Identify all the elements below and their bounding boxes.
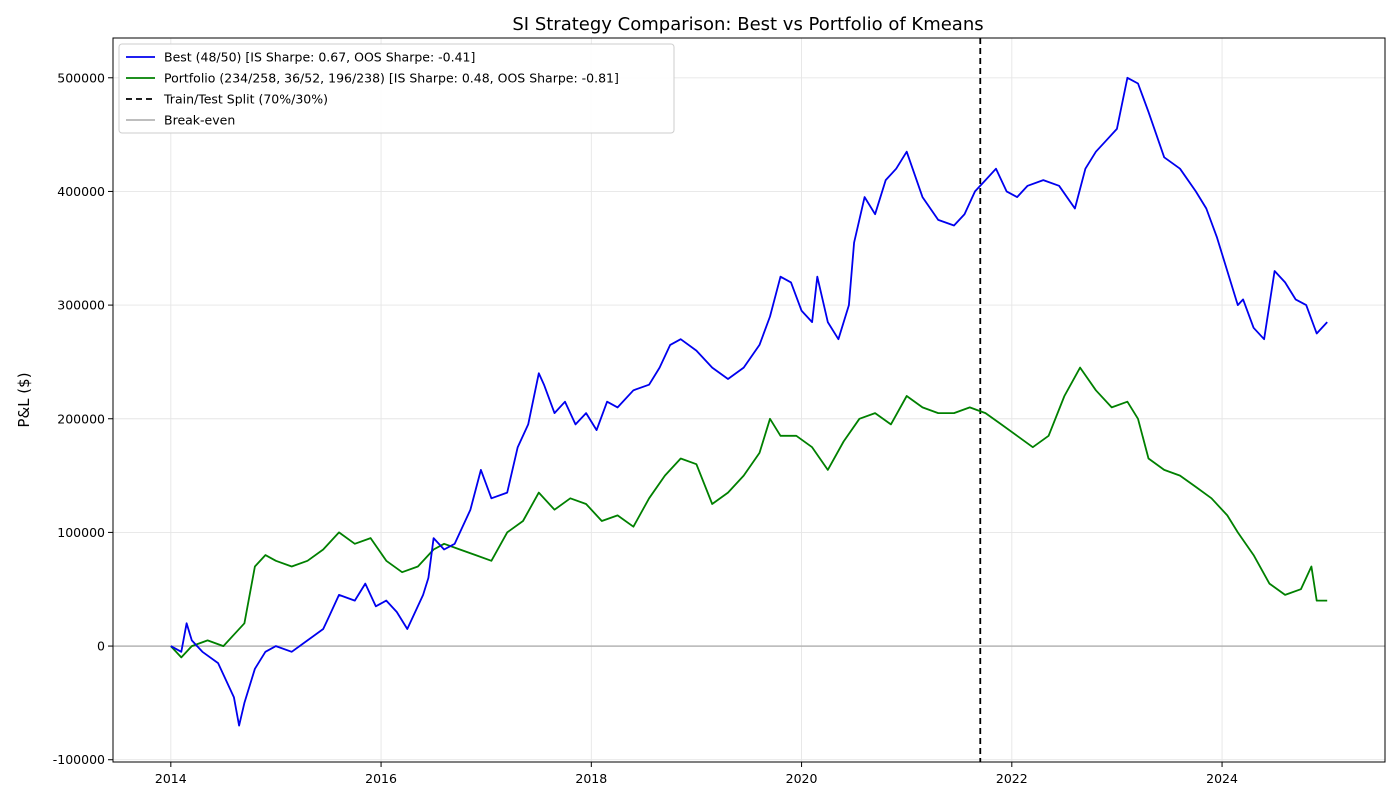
legend-label: Break-even [164, 113, 235, 128]
legend-box [118, 43, 675, 134]
y-tick-label: 300000 [57, 298, 105, 313]
x-tick-label: 2016 [365, 771, 397, 786]
x-tick-label: 2014 [155, 771, 187, 786]
plot-frame [112, 37, 1386, 763]
y-tick-label: -100000 [53, 752, 105, 767]
plot-area [113, 38, 1385, 762]
y-tick-label: 200000 [57, 411, 105, 426]
y-tick-label: 400000 [57, 184, 105, 199]
x-axis: 2014 2016 2018 2020 2022 2024 [155, 762, 1238, 786]
legend-entry-best: Best (48/50) [IS Sharpe: 0.67, OOS Sharp… [126, 50, 475, 65]
chart-title: SI Strategy Comparison: Best vs Portfoli… [512, 14, 983, 35]
legend-entry-split: Train/Test Split (70%/30%) [126, 92, 328, 107]
legend: Best (48/50) [IS Sharpe: 0.67, OOS Sharp… [118, 43, 675, 134]
legend-entry-portfolio: Portfolio (234/258, 36/52, 196/238) [IS … [126, 71, 619, 86]
legend-label: Best (48/50) [IS Sharpe: 0.67, OOS Sharp… [164, 50, 475, 65]
x-tick-label: 2024 [1206, 771, 1238, 786]
y-tick-label: 100000 [57, 525, 105, 540]
y-tick-label: 500000 [57, 70, 105, 85]
y-axis: -100000 0 100000 200000 300000 400000 500000 [53, 70, 113, 767]
y-axis-label: P&L ($) [15, 372, 33, 427]
y-tick-label: 0 [97, 639, 105, 654]
legend-entry-break-even: Break-even [126, 113, 235, 128]
x-tick-label: 2022 [996, 771, 1028, 786]
grid [113, 38, 1385, 762]
portfolio-series-line [170, 366, 1328, 659]
x-tick-label: 2020 [786, 771, 818, 786]
best-series-line [170, 76, 1328, 727]
legend-label: Portfolio (234/258, 36/52, 196/238) [IS … [164, 71, 619, 86]
x-tick-label: 2018 [575, 771, 607, 786]
legend-label: Train/Test Split (70%/30%) [163, 92, 328, 107]
